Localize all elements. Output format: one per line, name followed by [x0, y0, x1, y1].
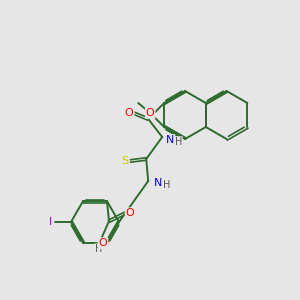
Text: N: N: [166, 135, 174, 145]
Text: O: O: [146, 108, 154, 118]
Text: H: H: [175, 137, 182, 147]
Text: I: I: [48, 217, 52, 227]
Text: H: H: [163, 180, 170, 190]
Text: O: O: [125, 108, 134, 118]
Text: H: H: [95, 244, 103, 254]
Text: O: O: [99, 238, 107, 248]
Text: O: O: [126, 208, 134, 218]
Text: S: S: [122, 156, 129, 166]
Text: N: N: [154, 178, 162, 188]
